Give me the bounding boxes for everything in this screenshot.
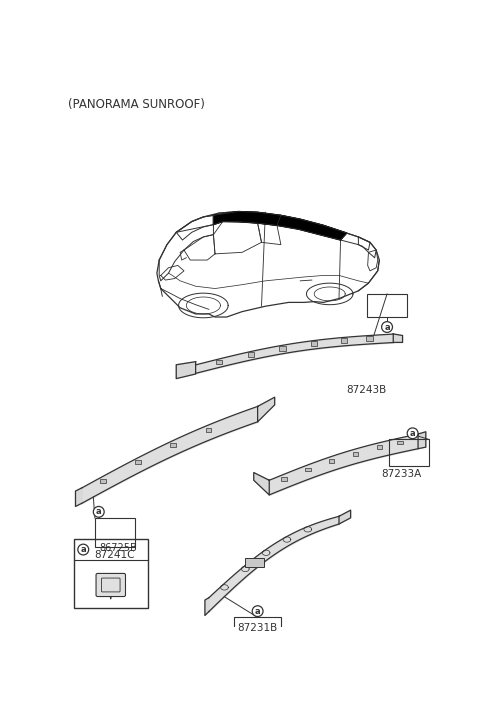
Bar bbox=[281, 477, 287, 481]
Text: 87231B: 87231B bbox=[238, 623, 278, 633]
Text: a: a bbox=[96, 508, 102, 516]
Text: 86725B: 86725B bbox=[99, 543, 137, 553]
Bar bbox=[279, 346, 286, 351]
Text: 87233A: 87233A bbox=[381, 470, 421, 479]
Bar bbox=[95, 518, 135, 547]
FancyBboxPatch shape bbox=[96, 574, 125, 596]
Bar bbox=[305, 467, 311, 472]
Bar bbox=[377, 446, 382, 449]
Bar bbox=[366, 336, 372, 341]
Bar bbox=[311, 341, 317, 346]
Bar bbox=[100, 479, 106, 483]
Text: (PANORAMA SUNROOF): (PANORAMA SUNROOF) bbox=[68, 99, 204, 111]
Bar bbox=[170, 444, 176, 447]
Text: 87241C: 87241C bbox=[94, 551, 134, 560]
Polygon shape bbox=[214, 211, 281, 225]
Polygon shape bbox=[254, 472, 269, 495]
Polygon shape bbox=[258, 397, 275, 422]
Bar bbox=[248, 352, 254, 357]
Polygon shape bbox=[205, 598, 209, 615]
Bar bbox=[216, 360, 222, 364]
Circle shape bbox=[382, 322, 393, 332]
Polygon shape bbox=[176, 362, 196, 379]
Bar bbox=[329, 459, 335, 463]
Bar bbox=[205, 428, 211, 432]
Text: 87243B: 87243B bbox=[346, 385, 386, 395]
Text: a: a bbox=[81, 545, 86, 554]
Text: a: a bbox=[255, 607, 261, 616]
Circle shape bbox=[252, 605, 263, 617]
Bar bbox=[245, 558, 264, 567]
Bar bbox=[397, 441, 403, 444]
Bar bbox=[367, 294, 407, 317]
Polygon shape bbox=[339, 510, 350, 524]
Text: a: a bbox=[410, 429, 415, 438]
Polygon shape bbox=[393, 334, 403, 342]
Polygon shape bbox=[75, 488, 82, 506]
Polygon shape bbox=[277, 215, 347, 240]
Polygon shape bbox=[418, 432, 426, 448]
Circle shape bbox=[78, 544, 89, 555]
Bar bbox=[135, 460, 141, 465]
Circle shape bbox=[93, 506, 104, 517]
Bar bbox=[353, 452, 358, 455]
Text: a: a bbox=[384, 322, 390, 332]
Bar bbox=[74, 539, 147, 608]
Bar bbox=[389, 439, 429, 466]
Bar bbox=[234, 617, 281, 650]
Bar bbox=[341, 338, 347, 343]
Circle shape bbox=[407, 428, 418, 439]
